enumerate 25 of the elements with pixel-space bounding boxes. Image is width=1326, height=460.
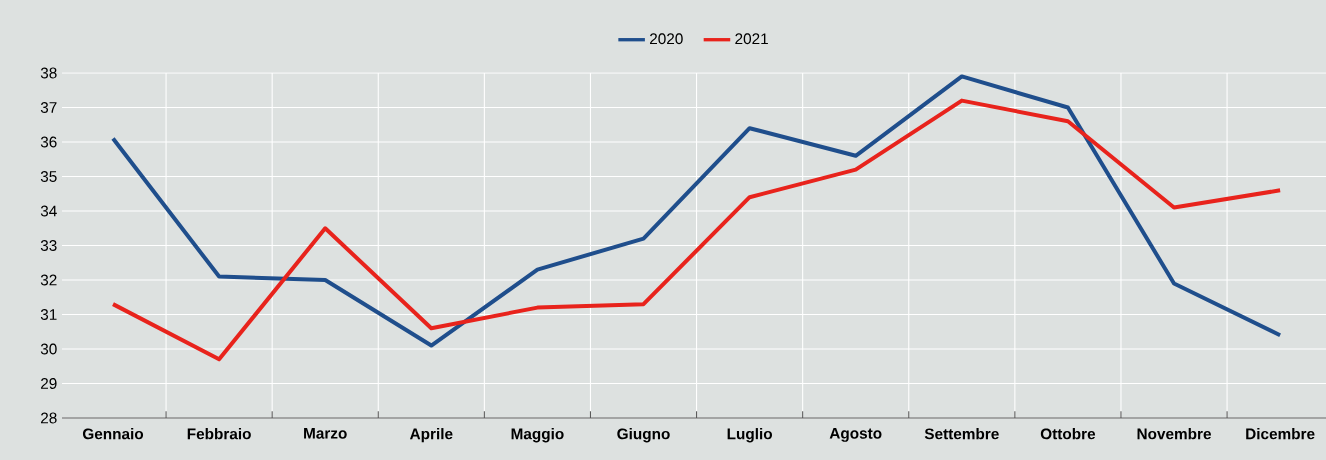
y-tick-label: 31 bbox=[40, 309, 57, 320]
y-tick-label: 34 bbox=[40, 205, 57, 217]
y-tick-label: 28 bbox=[41, 412, 57, 424]
x-tick-label: Novembre bbox=[1137, 428, 1211, 440]
y-tick-label: 32 bbox=[40, 274, 57, 286]
x-tick-label: Ottobre bbox=[1040, 428, 1096, 440]
y-tick-label: 38 bbox=[40, 67, 57, 79]
x-tick-label: Gennaio bbox=[82, 428, 144, 440]
x-tick-label: Marzo bbox=[304, 428, 347, 439]
x-tick-label: Giugno bbox=[617, 428, 670, 443]
legend-label: 2021 bbox=[735, 33, 768, 45]
y-tick-label: 29 bbox=[41, 378, 57, 389]
y-tick-label: 36 bbox=[40, 136, 57, 148]
x-tick-label: Luglio bbox=[727, 428, 773, 443]
x-tick-label: Settembre bbox=[924, 428, 999, 440]
x-tick-label: Maggio bbox=[511, 428, 564, 443]
y-tick-label: 35 bbox=[40, 171, 57, 182]
x-tick-label: Aprile bbox=[409, 428, 453, 443]
y-tick-label: 30 bbox=[40, 343, 57, 355]
y-tick-label: 37 bbox=[40, 102, 57, 113]
x-tick-label: Dicembre bbox=[1246, 428, 1315, 440]
x-tick-label: Febbraio bbox=[187, 428, 251, 440]
x-tick-label: Agosto bbox=[829, 428, 882, 442]
legend-label: 2020 bbox=[650, 33, 683, 45]
y-tick-label: 33 bbox=[40, 240, 57, 251]
